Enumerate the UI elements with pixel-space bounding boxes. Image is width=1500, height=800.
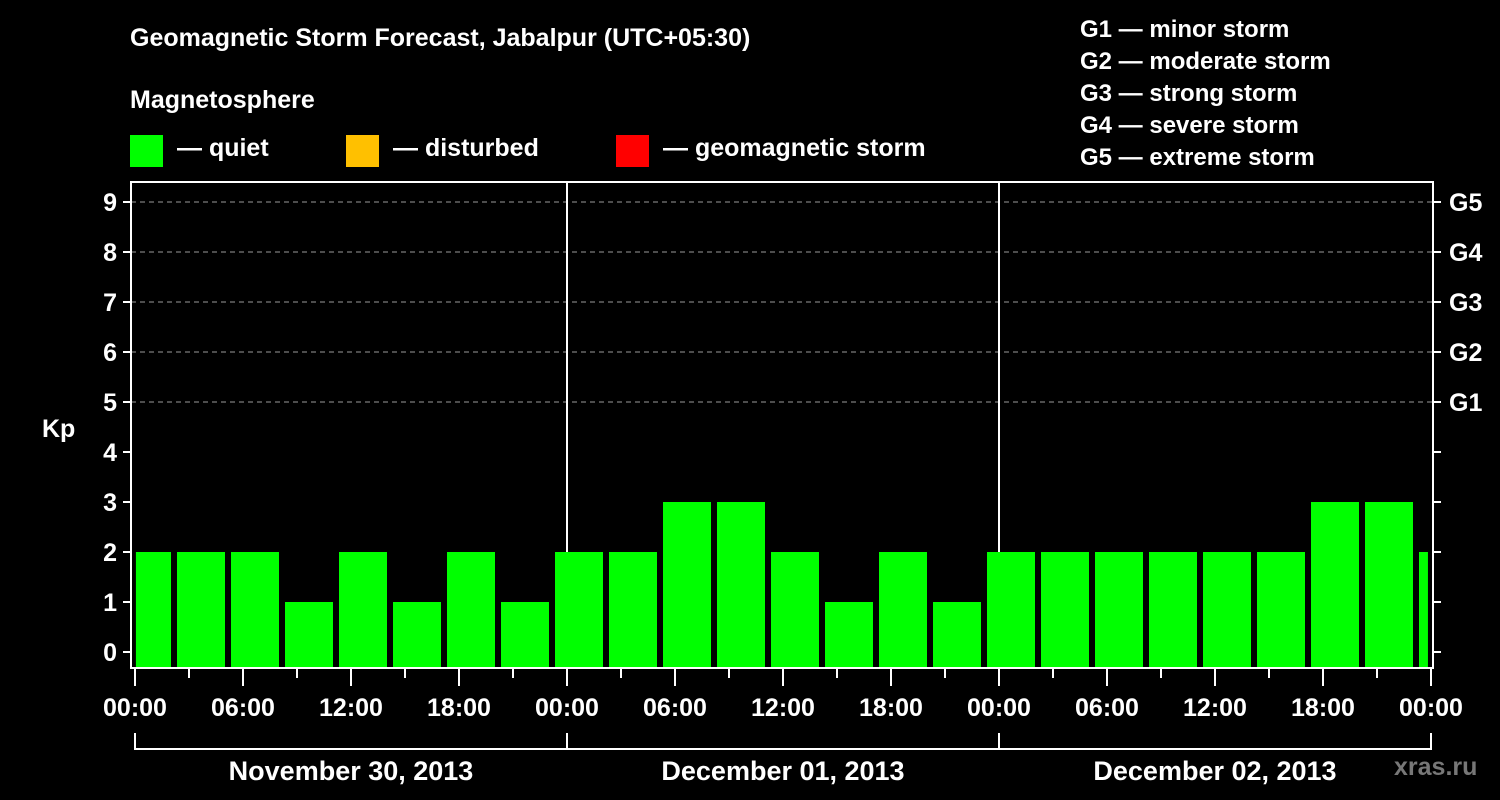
y-tick-label: 3 bbox=[103, 489, 117, 517]
x-tick-label: 00:00 bbox=[535, 694, 599, 722]
storm-level-g3: G3 — strong storm bbox=[1080, 80, 1298, 107]
kp-bar bbox=[879, 552, 927, 667]
x-tick-label: 12:00 bbox=[1183, 694, 1247, 722]
storm-level-g4: G4 — severe storm bbox=[1080, 112, 1299, 139]
kp-bar bbox=[1257, 552, 1305, 667]
legend-item-storm: — geomagnetic storm bbox=[616, 134, 926, 167]
x-tick-label: 18:00 bbox=[859, 694, 923, 722]
kp-bar bbox=[177, 552, 225, 667]
y-axis-label: Kp bbox=[42, 415, 75, 443]
legend-item-quiet: — quiet bbox=[130, 134, 269, 167]
day-label: December 02, 2013 bbox=[1093, 756, 1336, 786]
legend-swatch-disturbed bbox=[346, 135, 379, 167]
y-tick-label: 9 bbox=[103, 189, 117, 217]
y-tick-label: 6 bbox=[103, 339, 117, 367]
kp-bar bbox=[609, 552, 657, 667]
watermark: xras.ru bbox=[1394, 753, 1478, 781]
kp-bar bbox=[501, 602, 549, 667]
x-tick-label: 00:00 bbox=[103, 694, 167, 722]
kp-bar bbox=[933, 602, 981, 667]
x-tick-label: 06:00 bbox=[1075, 694, 1139, 722]
chart-title: Geomagnetic Storm Forecast, Jabalpur (UT… bbox=[130, 24, 751, 52]
kp-bar bbox=[663, 502, 711, 667]
kp-bar bbox=[771, 552, 819, 667]
kp-bar bbox=[231, 552, 279, 667]
storm-level-g1: G1 — minor storm bbox=[1080, 16, 1290, 43]
kp-bar bbox=[1041, 552, 1089, 667]
kp-bar bbox=[987, 552, 1035, 667]
x-tick-label: 00:00 bbox=[967, 694, 1031, 722]
y-tick-label: 5 bbox=[103, 389, 117, 417]
y-tick-label: 2 bbox=[103, 539, 117, 567]
legend-label-disturbed: — disturbed bbox=[393, 134, 539, 162]
legend-label-quiet: — quiet bbox=[177, 134, 269, 162]
storm-level-legend: G1 — minor storm G2 — moderate storm G3 … bbox=[1080, 14, 1331, 174]
kp-bar bbox=[1095, 552, 1143, 667]
kp-bar bbox=[1203, 552, 1251, 667]
day-label: November 30, 2013 bbox=[229, 756, 474, 786]
storm-level-g2: G2 — moderate storm bbox=[1080, 48, 1331, 75]
kp-bar bbox=[339, 552, 387, 667]
kp-bar bbox=[717, 502, 765, 667]
y-tick-label: 1 bbox=[103, 589, 117, 617]
g-level-label: G1 bbox=[1449, 389, 1482, 417]
kp-bar bbox=[1149, 552, 1197, 667]
kp-bar bbox=[1311, 502, 1359, 667]
x-tick-label: 06:00 bbox=[643, 694, 707, 722]
kp-bar bbox=[555, 552, 603, 667]
kp-bar bbox=[1419, 552, 1428, 667]
x-tick-label: 00:00 bbox=[1399, 694, 1463, 722]
kp-bar bbox=[447, 552, 495, 667]
storm-level-g5: G5 — extreme storm bbox=[1080, 144, 1315, 171]
legend-swatch-quiet bbox=[130, 135, 163, 167]
y-tick-label: 0 bbox=[103, 639, 117, 667]
kp-bar bbox=[393, 602, 441, 667]
day-label: December 01, 2013 bbox=[661, 756, 904, 786]
legend-item-disturbed: — disturbed bbox=[346, 134, 539, 167]
x-tick-label: 18:00 bbox=[427, 694, 491, 722]
x-tick-label: 18:00 bbox=[1291, 694, 1355, 722]
x-tick-label: 12:00 bbox=[319, 694, 383, 722]
kp-bar bbox=[285, 602, 333, 667]
x-tick-label: 12:00 bbox=[751, 694, 815, 722]
g-level-label: G5 bbox=[1449, 189, 1482, 217]
y-tick-label: 4 bbox=[103, 439, 117, 467]
legend-label-storm: — geomagnetic storm bbox=[663, 134, 926, 162]
x-tick-label: 06:00 bbox=[211, 694, 275, 722]
legend-title: Magnetosphere bbox=[130, 86, 315, 114]
g-level-label: G3 bbox=[1449, 289, 1482, 317]
kp-bar bbox=[135, 552, 171, 667]
kp-bar bbox=[1365, 502, 1413, 667]
y-tick-label: 7 bbox=[103, 289, 117, 317]
g-level-label: G2 bbox=[1449, 339, 1482, 367]
g-level-label: G4 bbox=[1449, 239, 1482, 267]
legend-swatch-storm bbox=[616, 135, 649, 167]
y-tick-label: 8 bbox=[103, 239, 117, 267]
kp-bar bbox=[825, 602, 873, 667]
